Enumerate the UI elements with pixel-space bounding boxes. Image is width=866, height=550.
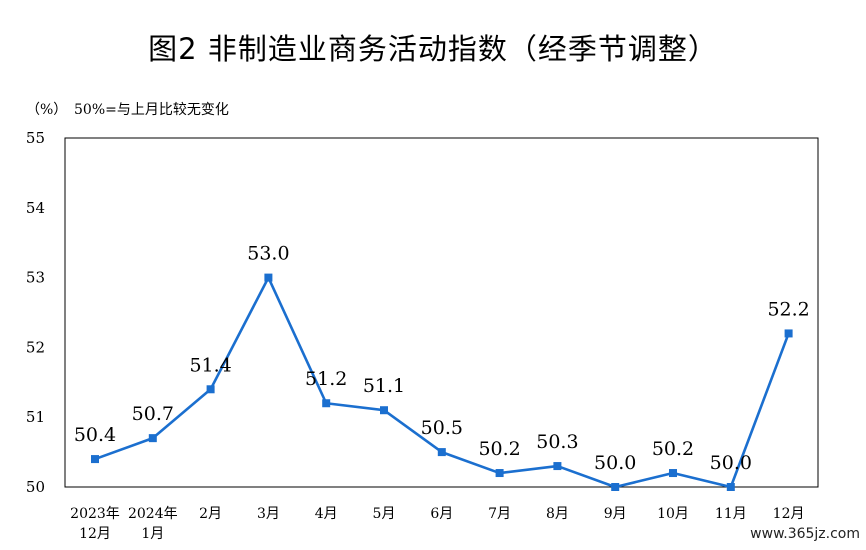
y-tick-label: 53 xyxy=(26,269,45,287)
y-axis-unit-label: （%） xyxy=(26,102,68,118)
data-label: 51.4 xyxy=(189,354,231,376)
data-point xyxy=(611,483,620,491)
data-point xyxy=(669,469,677,478)
y-tick-label: 54 xyxy=(26,199,45,217)
data-label: 50.2 xyxy=(478,438,520,460)
x-tick-label: 3月 xyxy=(257,506,280,522)
x-tick-label: 4月 xyxy=(315,506,338,522)
data-point xyxy=(206,385,215,394)
data-points xyxy=(91,273,793,491)
x-tick-label: 10月 xyxy=(657,506,689,522)
data-labels: 50.4 50.7 51.4 53.0 51.2 51.1 50.5 50.2 50.3 50.0… xyxy=(74,243,810,474)
watermark: www.365jz.com xyxy=(750,526,860,542)
x-tick-label: 9月 xyxy=(604,506,627,522)
y-axis-ticks: 50 51 52 53 54 55 xyxy=(26,129,45,496)
x-tick-label: 2023年 12月 xyxy=(70,506,120,542)
plot-frame xyxy=(64,137,819,488)
data-label: 52.2 xyxy=(767,298,809,320)
data-label: 53.0 xyxy=(247,243,289,265)
data-point xyxy=(264,273,273,282)
data-point xyxy=(148,434,157,443)
data-point xyxy=(784,329,793,338)
data-point xyxy=(322,399,331,408)
x-tick-label: 7月 xyxy=(488,506,511,522)
x-tick-label: 6月 xyxy=(430,506,453,522)
data-point xyxy=(91,455,99,464)
data-label: 50.7 xyxy=(132,403,174,425)
x-tick-label: 11月 xyxy=(715,506,747,522)
x-tick-label: 2月 xyxy=(199,506,222,522)
y-tick-label: 50 xyxy=(26,478,45,496)
y-tick-label: 52 xyxy=(26,338,45,356)
data-label: 50.5 xyxy=(421,417,463,439)
y-tick-label: 51 xyxy=(26,408,45,426)
data-label: 50.3 xyxy=(536,431,578,453)
data-point xyxy=(495,469,504,478)
data-point xyxy=(726,483,735,491)
x-tick-label: 5月 xyxy=(373,506,396,522)
data-point xyxy=(437,448,446,457)
data-point xyxy=(380,406,388,415)
data-point xyxy=(553,462,562,471)
data-label: 51.1 xyxy=(363,375,405,397)
data-label: 50.4 xyxy=(74,424,116,446)
x-tick-label: 12月 xyxy=(773,506,805,522)
x-tick-label: 8月 xyxy=(546,506,569,522)
data-label: 51.2 xyxy=(305,368,347,390)
baseline-note: 50%=与上月比较无变化 xyxy=(74,102,229,118)
data-label: 50.2 xyxy=(652,438,694,460)
data-label: 50.0 xyxy=(594,452,636,474)
chart-title: 图2 非制造业商务活动指数（经季节调整） xyxy=(148,32,718,66)
data-label: 50.0 xyxy=(710,452,752,474)
x-tick-label: 2024年 1月 xyxy=(128,506,178,542)
y-tick-label: 55 xyxy=(26,129,45,147)
chart-axes xyxy=(64,137,819,488)
